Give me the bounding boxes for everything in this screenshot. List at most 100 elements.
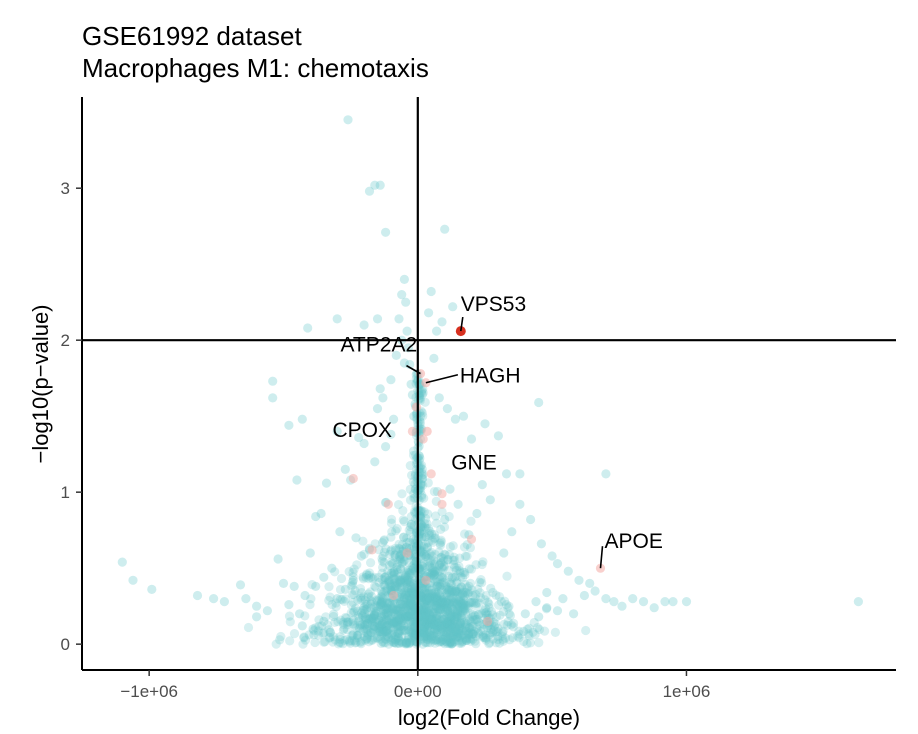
data-point bbox=[401, 577, 411, 587]
data-point bbox=[447, 618, 457, 629]
data-point bbox=[418, 608, 428, 618]
data-point bbox=[192, 590, 203, 601]
data-point bbox=[403, 573, 413, 583]
data-point bbox=[433, 604, 443, 614]
data-point bbox=[404, 626, 414, 636]
data-point bbox=[382, 621, 392, 631]
data-point bbox=[384, 575, 394, 585]
data-point bbox=[366, 607, 376, 617]
data-point bbox=[488, 634, 498, 644]
data-point bbox=[404, 558, 414, 568]
data-point bbox=[489, 625, 499, 635]
data-point bbox=[585, 578, 595, 589]
data-point bbox=[443, 554, 453, 565]
data-point bbox=[378, 538, 388, 548]
data-point bbox=[421, 609, 431, 620]
data-point bbox=[408, 563, 418, 573]
data-point bbox=[117, 557, 127, 567]
data-point bbox=[395, 544, 405, 554]
highlighted-point bbox=[483, 616, 493, 627]
data-point bbox=[463, 629, 473, 640]
data-point bbox=[434, 614, 444, 624]
data-point bbox=[382, 584, 392, 594]
data-point bbox=[384, 598, 394, 608]
data-point bbox=[459, 600, 469, 610]
data-point bbox=[440, 614, 450, 624]
data-point bbox=[451, 610, 461, 620]
data-point bbox=[327, 600, 337, 610]
data-point bbox=[424, 528, 434, 539]
data-point bbox=[372, 404, 383, 414]
data-point bbox=[473, 617, 483, 627]
data-point bbox=[466, 434, 477, 444]
data-point bbox=[454, 629, 464, 639]
data-point bbox=[347, 617, 357, 627]
y-tick-label: 3 bbox=[61, 179, 70, 198]
data-point bbox=[491, 612, 501, 622]
data-point bbox=[439, 618, 449, 628]
data-point bbox=[335, 634, 345, 645]
data-point bbox=[393, 633, 403, 643]
data-point bbox=[382, 603, 392, 613]
data-point bbox=[419, 599, 429, 610]
data-point bbox=[478, 631, 488, 641]
data-point bbox=[450, 622, 460, 632]
data-point bbox=[402, 587, 412, 597]
data-point bbox=[464, 623, 475, 633]
data-point bbox=[419, 632, 429, 642]
data-point bbox=[430, 593, 440, 603]
data-point bbox=[389, 637, 399, 647]
data-point bbox=[359, 549, 369, 560]
data-point bbox=[394, 606, 404, 616]
gene-label-cpox: CPOX bbox=[332, 419, 392, 442]
data-point bbox=[460, 605, 470, 615]
data-point bbox=[452, 586, 462, 596]
data-point bbox=[508, 622, 518, 632]
highlighted-point bbox=[367, 545, 377, 555]
data-point bbox=[386, 622, 396, 632]
data-point bbox=[379, 535, 389, 545]
data-point bbox=[500, 596, 510, 606]
data-point bbox=[447, 639, 457, 649]
data-point bbox=[390, 552, 400, 562]
data-point bbox=[362, 632, 372, 642]
data-point bbox=[395, 636, 406, 646]
data-point bbox=[417, 584, 428, 594]
data-point bbox=[387, 514, 397, 525]
data-point bbox=[463, 589, 473, 599]
data-point bbox=[540, 626, 550, 636]
data-point bbox=[412, 560, 422, 570]
data-point bbox=[457, 616, 467, 626]
data-point bbox=[526, 514, 536, 525]
data-point bbox=[439, 556, 449, 566]
data-point bbox=[403, 601, 413, 611]
data-point bbox=[338, 617, 348, 627]
data-point bbox=[421, 620, 431, 630]
data-point bbox=[342, 620, 352, 630]
data-point bbox=[422, 543, 432, 553]
data-point bbox=[367, 617, 377, 627]
data-point bbox=[325, 592, 335, 602]
data-point bbox=[408, 600, 418, 611]
data-point bbox=[404, 639, 414, 649]
data-point bbox=[450, 588, 460, 598]
data-point bbox=[361, 604, 371, 615]
data-point bbox=[479, 632, 489, 642]
data-point bbox=[366, 628, 376, 638]
data-point bbox=[320, 637, 330, 647]
data-point bbox=[374, 577, 384, 588]
highlighted-point bbox=[402, 548, 412, 558]
data-point bbox=[393, 612, 403, 622]
data-point bbox=[502, 620, 512, 630]
data-point bbox=[422, 632, 433, 642]
data-point bbox=[401, 611, 411, 621]
data-point bbox=[446, 618, 456, 628]
data-point bbox=[406, 608, 416, 618]
data-point bbox=[359, 608, 369, 618]
data-point bbox=[386, 532, 396, 542]
data-point bbox=[451, 631, 461, 641]
data-point bbox=[407, 628, 417, 638]
data-point bbox=[341, 613, 351, 623]
data-point bbox=[381, 626, 391, 636]
data-point bbox=[418, 604, 428, 614]
